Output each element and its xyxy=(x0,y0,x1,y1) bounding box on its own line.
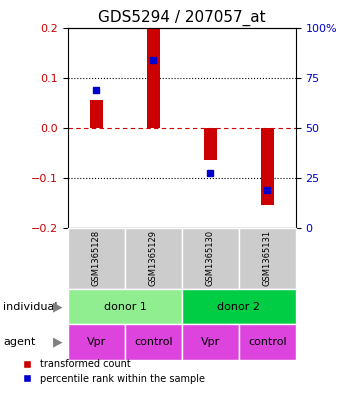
Text: donor 2: donor 2 xyxy=(217,301,260,312)
Bar xyxy=(204,128,217,160)
Text: agent: agent xyxy=(3,337,36,347)
Bar xyxy=(261,128,274,206)
Text: donor 1: donor 1 xyxy=(103,301,147,312)
Text: GSM1365131: GSM1365131 xyxy=(263,230,272,286)
Text: Vpr: Vpr xyxy=(201,337,220,347)
Title: GDS5294 / 207057_at: GDS5294 / 207057_at xyxy=(98,10,266,26)
Text: ▶: ▶ xyxy=(53,335,62,349)
Text: ▶: ▶ xyxy=(53,300,62,313)
Bar xyxy=(147,28,160,128)
Text: GSM1365130: GSM1365130 xyxy=(206,230,215,286)
Legend: transformed count, percentile rank within the sample: transformed count, percentile rank withi… xyxy=(18,356,209,388)
Text: individual: individual xyxy=(3,301,58,312)
Text: GSM1365129: GSM1365129 xyxy=(149,230,158,286)
Text: control: control xyxy=(248,337,287,347)
Bar xyxy=(90,100,103,128)
Text: control: control xyxy=(134,337,173,347)
Text: GSM1365128: GSM1365128 xyxy=(92,230,101,286)
Text: Vpr: Vpr xyxy=(87,337,106,347)
